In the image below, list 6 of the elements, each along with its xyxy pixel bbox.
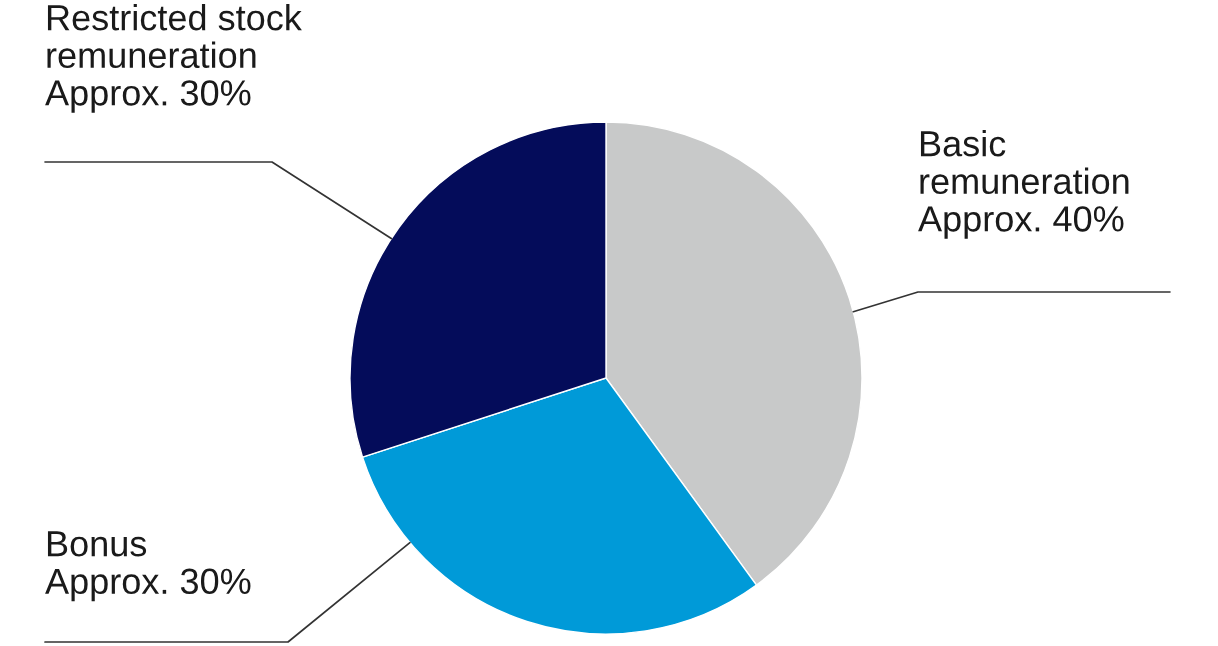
data-label: Approx. 30% — [45, 568, 251, 602]
slice-label: Basic remuneration — [920, 130, 1129, 195]
data-label: Approx. 30% — [45, 80, 251, 113]
slice-label: Restricted stock remuneration — [47, 4, 302, 69]
data-label: Approx. 40% — [918, 206, 1124, 239]
slice-label: Bonus — [47, 531, 147, 557]
